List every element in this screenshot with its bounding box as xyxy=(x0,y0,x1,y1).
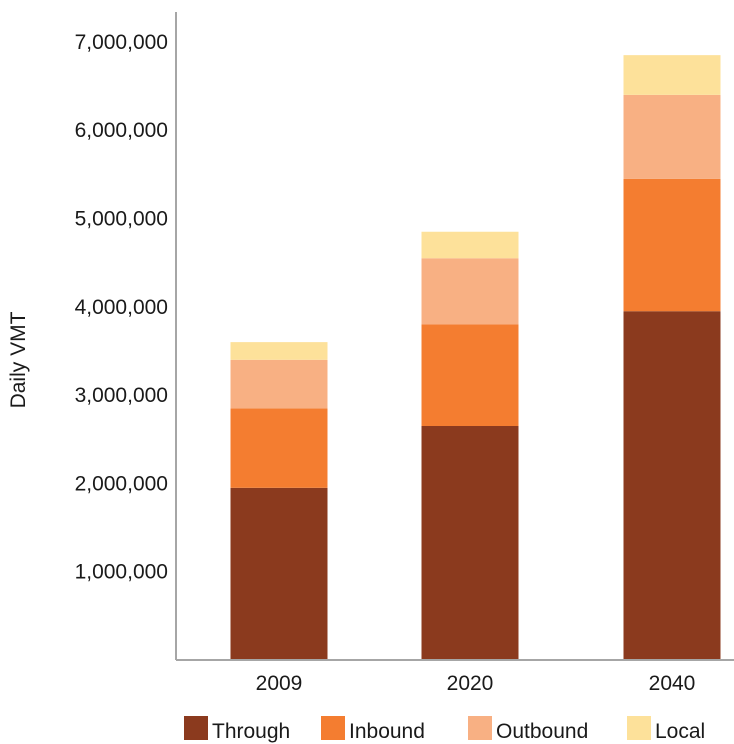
x-category-label: 2009 xyxy=(256,672,303,695)
x-category-labels: 2009 2020 2040 xyxy=(256,672,696,695)
legend-label: Inbound xyxy=(349,720,425,743)
y-tick-label: 4,000,000 xyxy=(75,296,168,319)
bar-through-2040 xyxy=(623,311,721,660)
bar-outbound-2009 xyxy=(230,359,328,409)
bar-inbound-2020 xyxy=(421,324,519,427)
y-axis-title: Daily VMT xyxy=(7,311,30,408)
legend-item-inbound: Inbound xyxy=(321,716,425,743)
legend-label: Local xyxy=(655,720,705,743)
bar-local-2009 xyxy=(230,342,328,360)
y-tick-label: 2,000,000 xyxy=(75,472,168,495)
y-tick-label: 1,000,000 xyxy=(75,561,168,584)
legend-label: Outbound xyxy=(496,720,588,743)
y-tick-label: 7,000,000 xyxy=(75,31,168,54)
y-tick-labels: 1,000,000 2,000,000 3,000,000 4,000,000 5,00… xyxy=(75,31,168,584)
legend-item-through: Through xyxy=(184,716,290,743)
legend-swatch xyxy=(321,716,345,740)
bar-inbound-2009 xyxy=(230,408,328,488)
legend-item-local: Local xyxy=(627,716,705,743)
bar-outbound-2040 xyxy=(623,94,721,179)
bars-group xyxy=(230,55,721,660)
legend-item-outbound: Outbound xyxy=(468,716,588,743)
bar-outbound-2020 xyxy=(421,258,519,325)
legend: Through Inbound Outbound Local xyxy=(184,716,705,743)
legend-swatch xyxy=(184,716,208,740)
x-category-label: 2020 xyxy=(447,672,494,695)
bar-local-2040 xyxy=(623,55,721,95)
y-tick-label: 6,000,000 xyxy=(75,119,168,142)
legend-swatch xyxy=(468,716,492,740)
x-category-label: 2040 xyxy=(649,672,696,695)
y-tick-label: 5,000,000 xyxy=(75,208,168,231)
bar-local-2020 xyxy=(421,231,519,259)
y-tick-label: 3,000,000 xyxy=(75,384,168,407)
legend-swatch xyxy=(627,716,651,740)
bar-through-2009 xyxy=(230,487,328,660)
legend-label: Through xyxy=(212,720,290,743)
bar-through-2020 xyxy=(421,426,519,660)
bar-inbound-2040 xyxy=(623,178,721,312)
